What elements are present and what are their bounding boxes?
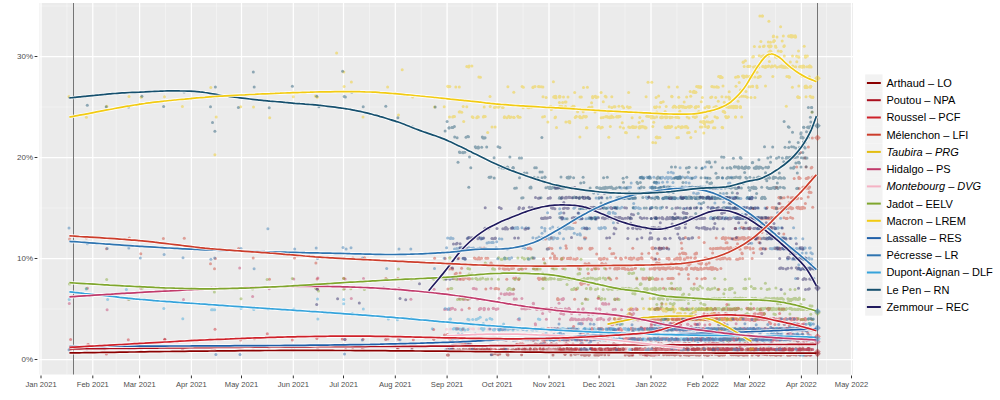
svg-text:10%: 10% (17, 254, 33, 263)
svg-text:Taubira – PRG: Taubira – PRG (886, 146, 959, 158)
svg-text:Le Pen – RN: Le Pen – RN (886, 284, 949, 296)
svg-text:Aug 2021: Aug 2021 (379, 380, 412, 389)
svg-text:Mar 2022: Mar 2022 (733, 380, 765, 389)
svg-text:Dupont-Aignan – DLF: Dupont-Aignan – DLF (886, 266, 993, 278)
svg-text:Arthaud – LO: Arthaud – LO (886, 77, 952, 89)
svg-text:May 2022: May 2022 (835, 380, 868, 389)
svg-text:Oct 2021: Oct 2021 (482, 380, 513, 389)
svg-text:May 2021: May 2021 (225, 380, 258, 389)
svg-text:Macron – LREM: Macron – LREM (886, 215, 965, 227)
svg-text:Poutou – NPA: Poutou – NPA (886, 94, 956, 106)
svg-text:Apr 2022: Apr 2022 (786, 380, 817, 389)
svg-text:Roussel – PCF: Roussel – PCF (886, 111, 960, 123)
svg-text:30%: 30% (17, 52, 33, 61)
svg-text:0%: 0% (21, 355, 33, 364)
svg-text:Pécresse – LR: Pécresse – LR (886, 249, 958, 261)
svg-text:Feb 2021: Feb 2021 (77, 380, 109, 389)
svg-text:Mélenchon – LFI: Mélenchon – LFI (886, 129, 968, 141)
svg-text:Hidalgo – PS: Hidalgo – PS (886, 163, 950, 175)
svg-text:Feb 2022: Feb 2022 (687, 380, 719, 389)
svg-text:20%: 20% (17, 153, 33, 162)
svg-text:Mar 2021: Mar 2021 (124, 380, 156, 389)
svg-text:Lassalle – RES: Lassalle – RES (886, 232, 961, 244)
svg-text:Jan 2021: Jan 2021 (25, 380, 56, 389)
svg-text:Zemmour – REC: Zemmour – REC (886, 301, 969, 313)
svg-text:Nov 2021: Nov 2021 (533, 380, 566, 389)
svg-text:Jun 2021: Jun 2021 (278, 380, 309, 389)
svg-text:Dec 2021: Dec 2021 (583, 380, 616, 389)
svg-text:Jul 2021: Jul 2021 (329, 380, 358, 389)
svg-text:Jan 2022: Jan 2022 (635, 380, 666, 389)
svg-text:Apr 2021: Apr 2021 (176, 380, 207, 389)
svg-text:Montebourg – DVG: Montebourg – DVG (886, 180, 981, 192)
svg-text:Sep 2021: Sep 2021 (431, 380, 464, 389)
svg-text:Jadot – EELV: Jadot – EELV (886, 198, 953, 210)
